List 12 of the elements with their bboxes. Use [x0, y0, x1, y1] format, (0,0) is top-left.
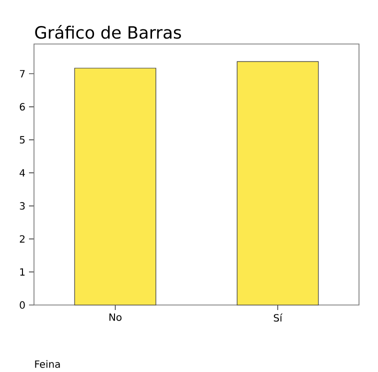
- y-tick-label: 7: [20, 70, 25, 78]
- chart-title: Gráfico de Barras: [35, 25, 181, 39]
- x-tick-label: Sí: [274, 314, 283, 322]
- y-tick-label: 4: [20, 169, 25, 176]
- y-tick-label: 6: [20, 103, 25, 111]
- y-tick-label: 2: [20, 235, 24, 243]
- x-tick-label: No: [109, 314, 122, 321]
- y-tick-label: 0: [20, 301, 25, 309]
- x-axis-title: Feina: [35, 360, 60, 368]
- y-tick-label: 3: [20, 202, 25, 210]
- y-tick-label: 1: [20, 268, 25, 276]
- y-tick-label: 5: [20, 136, 25, 144]
